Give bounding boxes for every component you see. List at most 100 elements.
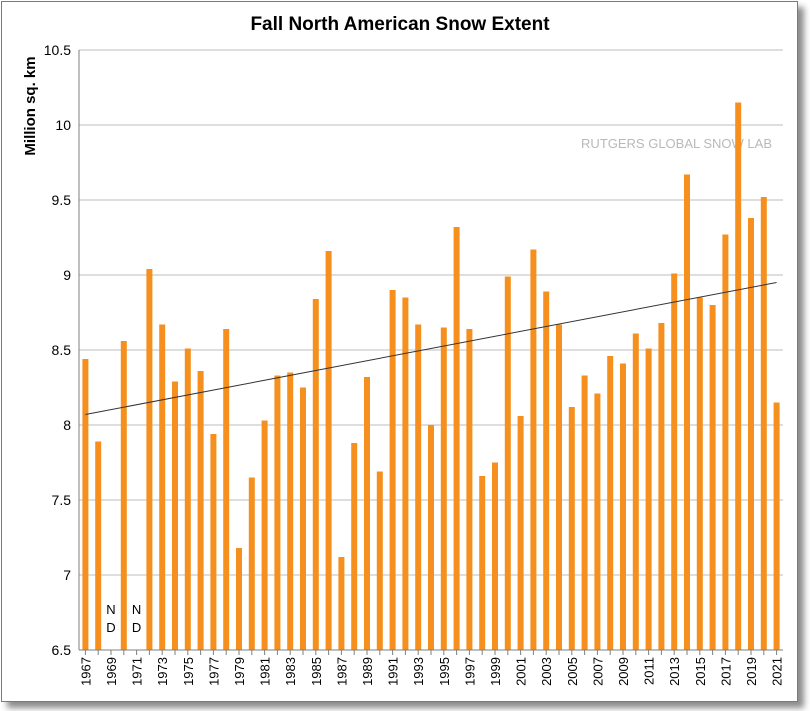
x-tick-label: 1969 xyxy=(104,657,119,686)
bar-chart: Fall North American Snow Extent Million … xyxy=(22,14,785,686)
no-data-label-d: D xyxy=(106,620,115,635)
bar xyxy=(274,375,281,650)
bar xyxy=(568,407,575,650)
x-tick-label: 1987 xyxy=(334,657,349,686)
bar xyxy=(287,372,294,650)
bar xyxy=(492,462,498,650)
bar xyxy=(696,297,703,650)
bar xyxy=(428,425,434,650)
x-tick-label: 1971 xyxy=(130,657,145,686)
x-tick-label: 2007 xyxy=(590,657,605,686)
x-tick-label: 2019 xyxy=(744,657,759,686)
bar xyxy=(300,387,306,650)
bar xyxy=(440,327,447,650)
bar xyxy=(120,341,127,650)
x-tick-label: 2005 xyxy=(565,657,580,686)
x-tick-label: 1967 xyxy=(78,657,93,686)
watermark: RUTGERS GLOBAL SNOW LAB xyxy=(581,136,772,151)
bar xyxy=(620,363,626,650)
bar xyxy=(325,251,332,650)
bar xyxy=(223,329,230,650)
bars xyxy=(82,102,780,650)
x-tick-label: 1993 xyxy=(411,657,426,686)
chart-frame: Fall North American Snow Extent Million … xyxy=(1,1,798,702)
x-tick-label: 2017 xyxy=(718,657,733,686)
bar xyxy=(735,102,742,650)
trend-line-group xyxy=(85,282,777,415)
x-tick-label: 1989 xyxy=(360,657,375,686)
bar xyxy=(581,375,588,650)
y-tick-label: 9 xyxy=(63,267,71,283)
y-tick-label: 9.5 xyxy=(52,192,72,208)
bar xyxy=(95,441,102,650)
x-tick-label: 1983 xyxy=(283,657,298,686)
bar xyxy=(312,299,319,650)
bar xyxy=(773,402,780,650)
x-tick-label: 1999 xyxy=(488,657,503,686)
bar xyxy=(760,197,767,650)
bar xyxy=(402,297,409,650)
x-tick-label: 1979 xyxy=(232,657,247,686)
bar xyxy=(466,329,473,650)
bar xyxy=(415,324,422,650)
bar xyxy=(671,273,678,650)
y-tick-label: 10 xyxy=(55,117,71,133)
x-tick-label: 2021 xyxy=(770,657,785,686)
no-data-label-n: N xyxy=(106,602,115,617)
x-tick-label: 1991 xyxy=(386,657,401,686)
x-tick-label: 1985 xyxy=(309,657,324,686)
bar xyxy=(172,381,178,650)
bar xyxy=(389,290,396,650)
y-tick-label: 8.5 xyxy=(52,342,72,358)
y-tick-label: 7.5 xyxy=(52,492,72,508)
x-tick-label: 2015 xyxy=(693,657,708,686)
y-tick-label: 7 xyxy=(63,567,71,583)
bar xyxy=(479,476,486,650)
bar xyxy=(556,324,562,650)
bar xyxy=(658,323,665,650)
bar xyxy=(364,377,370,650)
bar xyxy=(197,371,204,650)
bar xyxy=(146,269,153,650)
bar xyxy=(261,420,268,650)
bar xyxy=(607,356,614,650)
axes: 6.5 7 7.5 8 8.5 9 9.5 10 10.5 1967 1969 1971 1973 197… xyxy=(44,42,785,686)
x-tick-label: 2001 xyxy=(514,657,529,686)
no-data-label-n: N xyxy=(132,602,141,617)
x-tick-label: 1997 xyxy=(462,657,477,686)
bar xyxy=(722,234,729,650)
y-tick-label: 8 xyxy=(63,417,71,433)
bar xyxy=(517,416,524,650)
bar xyxy=(248,477,255,650)
x-tick-label: 2003 xyxy=(539,657,554,686)
bar xyxy=(236,548,242,650)
bar xyxy=(82,359,89,650)
bar xyxy=(645,348,652,650)
x-tick-label: 2013 xyxy=(667,657,682,686)
x-tick-label: 1995 xyxy=(437,657,452,686)
bar xyxy=(338,557,345,650)
x-tick-label: 2009 xyxy=(616,657,631,686)
no-data-label-d: D xyxy=(132,620,141,635)
x-tick-label: 1975 xyxy=(181,657,196,686)
trend-line xyxy=(85,282,777,415)
x-tick-label: 1973 xyxy=(155,657,170,686)
bar xyxy=(159,324,166,650)
bar xyxy=(453,227,460,650)
bar xyxy=(709,305,716,650)
bar xyxy=(684,174,690,650)
chart-title: Fall North American Snow Extent xyxy=(250,14,550,35)
bar xyxy=(351,443,358,650)
bar xyxy=(376,471,383,650)
bar xyxy=(530,249,537,650)
bar xyxy=(184,348,191,650)
y-tick-label: 6.5 xyxy=(52,642,72,658)
bar xyxy=(594,393,601,650)
x-tick-label: 1981 xyxy=(258,657,273,686)
x-tick-label: 1977 xyxy=(206,657,221,686)
bar xyxy=(748,218,754,650)
bar xyxy=(543,291,550,650)
bar xyxy=(210,434,217,650)
y-tick-label: 10.5 xyxy=(44,42,71,58)
